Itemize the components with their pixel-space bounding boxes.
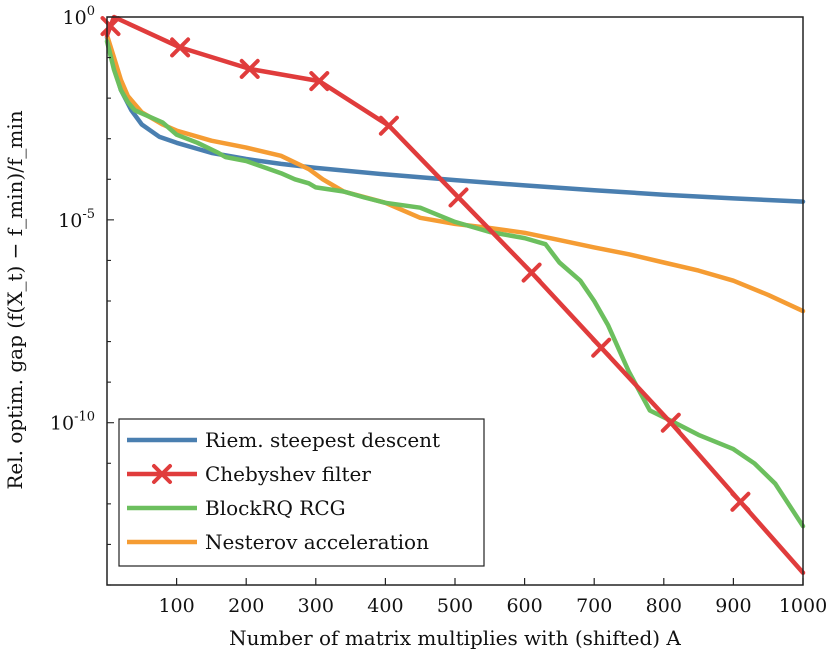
x-tick-label: 100 — [158, 595, 194, 617]
x-axis-label: Number of matrix multiplies with (shifte… — [229, 626, 681, 650]
y-tick-label: 10-5 — [58, 207, 95, 232]
x-tick-label: 400 — [367, 595, 403, 617]
y-tick-label: 100 — [63, 4, 95, 29]
x-tick-label: 200 — [228, 595, 264, 617]
x-tick-label: 600 — [506, 595, 542, 617]
series-marker-x — [730, 491, 751, 512]
y-axis-label: Rel. optim. gap (f(X_t) − f_min)/f_min — [3, 110, 27, 489]
legend-label-2: BlockRQ RCG — [205, 496, 346, 520]
x-tick-label: 500 — [437, 595, 473, 617]
legend-label-3: Nesterov acceleration — [205, 530, 429, 554]
x-tick-label: 1000 — [779, 595, 827, 617]
y-tick-label: 10-10 — [50, 410, 95, 435]
x-tick-label: 700 — [576, 595, 612, 617]
x-tick-label: 800 — [646, 595, 682, 617]
series-marker-x — [521, 262, 542, 283]
legend-label-1: Chebyshev filter — [205, 462, 371, 486]
x-axis: 100 200 300 400 500 600 700 800 900 1000 — [158, 578, 827, 617]
series-marker-x — [239, 58, 260, 79]
series-layer — [100, 14, 806, 576]
legend-marker-x — [152, 464, 172, 484]
series-marker-x — [378, 115, 399, 136]
series-marker-x — [100, 16, 121, 37]
series-marker-x — [448, 187, 469, 208]
legend: Riem. steepest descent Chebyshev filter Bl… — [118, 418, 485, 567]
series-marker-x — [309, 71, 330, 92]
series-line-2 — [104, 39, 806, 529]
series-marker-x — [591, 337, 612, 358]
x-tick-label: 900 — [715, 595, 751, 617]
series-marker-x — [660, 412, 681, 433]
series-line-1 — [104, 14, 806, 576]
series-marker-x — [170, 37, 191, 58]
y-axis: 100 10-5 10-10 — [50, 4, 114, 586]
x-tick-label: 300 — [298, 595, 334, 617]
legend-label-0: Riem. steepest descent — [205, 428, 440, 452]
